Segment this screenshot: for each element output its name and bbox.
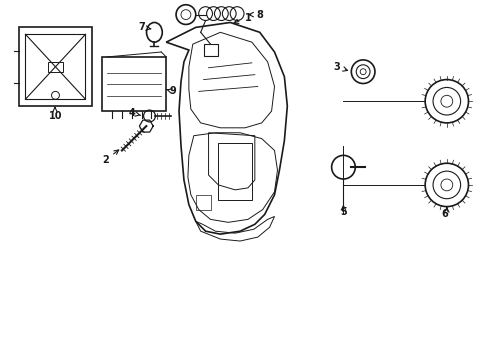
Text: 2: 2 [102, 150, 119, 165]
Text: 6: 6 [441, 210, 447, 220]
Text: 8: 8 [248, 10, 263, 19]
Text: 7: 7 [138, 22, 150, 32]
Text: 3: 3 [332, 62, 347, 72]
Text: 5: 5 [339, 207, 346, 216]
Text: 10: 10 [49, 111, 62, 121]
Text: 1: 1 [233, 13, 251, 23]
Text: 9: 9 [166, 86, 176, 96]
Text: 4: 4 [128, 108, 141, 118]
